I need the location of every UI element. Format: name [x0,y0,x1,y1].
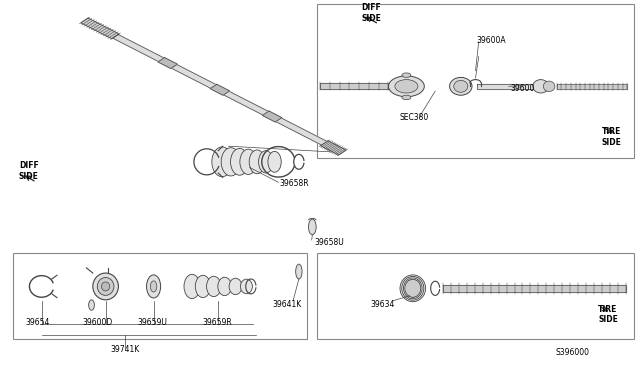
Ellipse shape [402,95,411,100]
Ellipse shape [402,73,411,77]
Ellipse shape [229,278,242,295]
Polygon shape [81,18,119,39]
Ellipse shape [402,276,424,300]
Ellipse shape [240,149,257,174]
Polygon shape [158,58,177,68]
Bar [13,253,307,339]
Ellipse shape [532,80,548,93]
Ellipse shape [88,300,95,310]
Ellipse shape [93,273,118,300]
Ellipse shape [400,275,426,302]
Text: DIFF
SIDE: DIFF SIDE [361,3,381,23]
Ellipse shape [147,275,161,298]
Text: 39741K: 39741K [110,345,140,354]
Text: 39600A: 39600A [477,36,506,45]
Ellipse shape [405,279,421,297]
Polygon shape [321,141,346,155]
Ellipse shape [150,281,157,292]
Ellipse shape [543,81,555,92]
Text: SEC380: SEC380 [400,113,429,122]
Ellipse shape [405,279,420,297]
Circle shape [388,76,424,97]
Ellipse shape [241,279,252,294]
Ellipse shape [268,151,281,172]
Ellipse shape [97,278,114,295]
Ellipse shape [221,148,241,176]
Ellipse shape [259,151,273,173]
Text: TIRE
SIDE: TIRE SIDE [598,305,618,324]
Text: 39654: 39654 [25,318,49,327]
Text: 39600: 39600 [511,84,535,93]
Ellipse shape [218,277,232,296]
Polygon shape [210,84,230,95]
Text: 39658U: 39658U [315,238,344,247]
Circle shape [395,80,418,93]
Text: TIRE
SIDE: TIRE SIDE [601,127,621,147]
Polygon shape [557,84,627,89]
Ellipse shape [407,281,419,296]
Polygon shape [113,35,327,145]
Ellipse shape [212,147,232,177]
Text: DIFF
SIDE: DIFF SIDE [19,161,39,181]
Bar [317,253,634,339]
Ellipse shape [308,219,316,235]
Ellipse shape [249,150,265,174]
Text: 39634: 39634 [371,300,395,309]
Ellipse shape [230,148,248,175]
Ellipse shape [296,264,302,279]
Bar [317,4,634,158]
Ellipse shape [207,276,221,296]
Ellipse shape [449,77,472,95]
Ellipse shape [102,282,110,291]
Text: 39659U: 39659U [138,318,167,327]
Polygon shape [477,84,550,89]
Ellipse shape [195,275,211,298]
Text: 39659R: 39659R [203,318,232,327]
Polygon shape [320,83,388,89]
Text: S396000: S396000 [556,348,589,357]
Ellipse shape [184,275,200,298]
Ellipse shape [404,278,422,299]
Text: 39600D: 39600D [82,318,113,327]
Text: 39658R: 39658R [280,179,309,187]
Polygon shape [262,111,282,122]
Polygon shape [443,285,626,292]
Ellipse shape [454,80,468,92]
Text: 39641K: 39641K [272,300,301,309]
